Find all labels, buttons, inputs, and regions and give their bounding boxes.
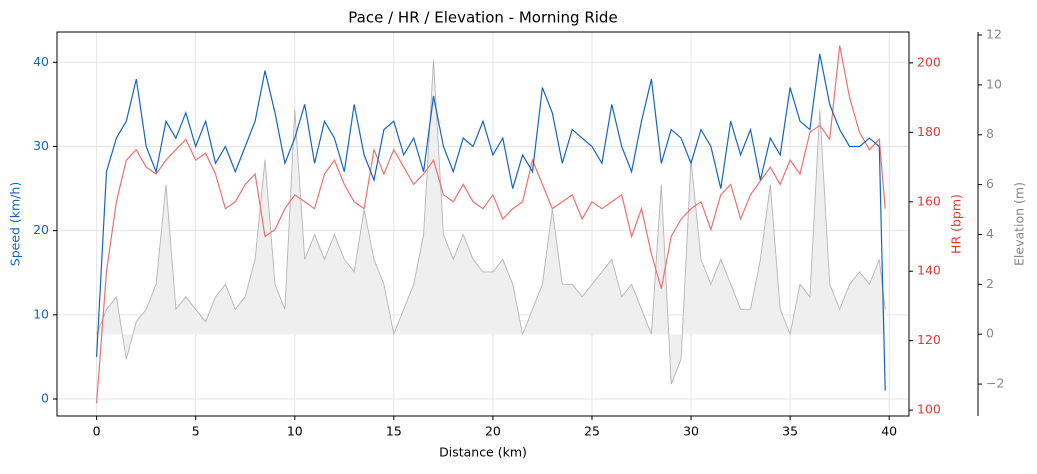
y-tick-label: 10 — [33, 306, 49, 321]
y3-tick-label: 10 — [986, 76, 1002, 91]
series-line — [96, 53, 886, 391]
x-tick-label: 30 — [683, 424, 699, 439]
y3-tick-label: 12 — [986, 26, 1002, 41]
x-axis-label: Distance (km) — [439, 445, 527, 460]
chart-title: Pace / HR / Elevation - Morning Ride — [348, 9, 617, 27]
y-tick-label: 30 — [33, 138, 49, 153]
series-line — [96, 59, 886, 385]
y2-tick-label: 100 — [917, 402, 941, 417]
y3-tick-label: 8 — [986, 126, 994, 141]
x-tick-label: 35 — [782, 424, 798, 439]
x-tick-label: 5 — [192, 424, 200, 439]
y3-axis-label: Elevation (m) — [1012, 182, 1027, 266]
elevation-area — [96, 59, 886, 385]
x-tick-label: 20 — [485, 424, 501, 439]
x-tick-label: 40 — [881, 424, 897, 439]
x-tick-label: 25 — [584, 424, 600, 439]
series-line — [96, 45, 886, 404]
y-axis-label: Speed (km/h) — [8, 182, 23, 266]
plot-frame — [56, 31, 910, 417]
y2-tick-label: 160 — [917, 193, 941, 208]
y2-axis-label: HR (bpm) — [949, 194, 964, 254]
y-tick-label: 0 — [41, 390, 49, 405]
y-tick-label: 40 — [33, 54, 49, 69]
y2-tick-label: 200 — [917, 54, 941, 69]
y3-tick-label: −2 — [986, 376, 1004, 391]
y2-tick-label: 120 — [917, 332, 941, 347]
y-tick-label: 20 — [33, 222, 49, 237]
x-tick-label: 0 — [93, 424, 101, 439]
y3-tick-label: 6 — [986, 176, 994, 191]
y3-tick-label: 2 — [986, 276, 994, 291]
y2-tick-label: 180 — [917, 124, 941, 139]
y2-tick-label: 140 — [917, 263, 941, 278]
y3-tick-label: 0 — [986, 326, 994, 341]
x-tick-label: 10 — [287, 424, 303, 439]
x-tick-label: 15 — [386, 424, 402, 439]
y3-tick-label: 4 — [986, 226, 994, 241]
